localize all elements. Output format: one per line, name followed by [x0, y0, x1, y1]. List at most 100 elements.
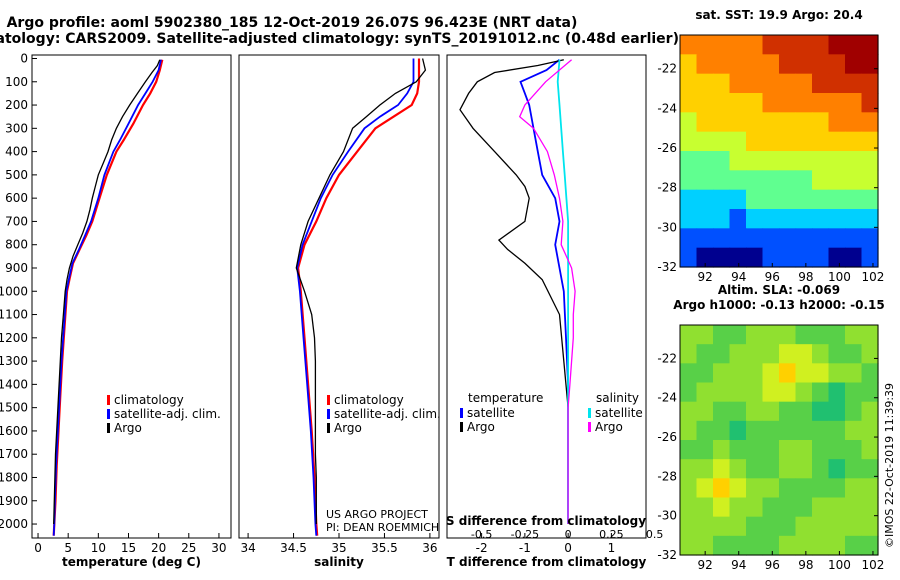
legend-label: satellite-adj. clim.	[114, 407, 221, 421]
heatmap-cell	[861, 516, 879, 537]
legend-label: Argo	[467, 420, 495, 434]
heatmap-cell	[845, 170, 863, 191]
x-tick-label: 5	[64, 541, 72, 555]
heatmap-cell	[696, 344, 714, 364]
heatmap-cell	[812, 228, 830, 249]
heatmap-cell	[713, 363, 731, 384]
heatmap-cell	[713, 535, 731, 556]
heatmap-cell	[746, 189, 764, 210]
heatmap-cell	[795, 209, 813, 229]
heatmap-cell	[828, 401, 846, 422]
heatmap-cell	[746, 344, 764, 364]
heatmap-cell	[680, 170, 698, 191]
heatmap-cell	[861, 382, 879, 403]
heatmap-cell	[680, 535, 698, 556]
map-x-tick-label: 96	[765, 270, 780, 284]
heatmap-cell	[680, 151, 698, 171]
heatmap-cell	[713, 35, 731, 55]
heatmap-cell	[713, 459, 731, 479]
map-y-tick-label: -30	[657, 220, 677, 234]
heatmap-cell	[812, 535, 830, 556]
heatmap-cell	[729, 382, 747, 403]
legend-swatch	[327, 423, 330, 433]
heatmap-cell	[696, 170, 714, 191]
series-line-t-satellite	[519, 58, 569, 524]
heatmap-cell	[729, 325, 747, 345]
heatmap-cell	[795, 516, 813, 537]
heatmap-cell	[680, 209, 698, 229]
heatmap-cell	[812, 382, 830, 403]
heatmap-cell	[828, 189, 846, 210]
heatmap-cell	[845, 151, 863, 171]
heatmap-cell	[729, 131, 747, 152]
legend-label: Argo	[114, 421, 142, 435]
heatmap-cell	[729, 112, 747, 133]
heatmap-cell	[762, 363, 780, 384]
heatmap-cell	[845, 535, 863, 556]
legend-label: satellite-adj. clim.	[334, 407, 441, 421]
heatmap-cell	[696, 478, 714, 499]
heatmap-cell	[812, 209, 830, 229]
heatmap-cell	[861, 35, 879, 55]
heatmap-cell	[779, 73, 797, 94]
difference-x-axis-label: T difference from climatology	[447, 555, 647, 569]
heatmap-cell	[779, 535, 797, 556]
heatmap-cell	[828, 382, 846, 403]
heatmap-cell	[762, 382, 780, 403]
heatmap-cell	[828, 131, 846, 152]
legend-swatch	[107, 395, 110, 405]
heatmap-cell	[696, 497, 714, 518]
s-tick-label: -0.5	[471, 528, 492, 541]
legend-swatch	[107, 409, 110, 419]
y-tick-label: 2000	[0, 517, 28, 531]
map-y-tick-label: -26	[657, 141, 677, 155]
heatmap-cell	[762, 35, 780, 55]
legend-swatch	[460, 422, 463, 432]
heatmap-cell	[845, 112, 863, 133]
heatmap-cell	[861, 189, 879, 210]
heatmap-cell	[795, 363, 813, 384]
heatmap-cell	[729, 401, 747, 422]
heatmap-cell	[812, 112, 830, 133]
heatmap-cell	[845, 382, 863, 403]
x-tick-label: 10	[91, 541, 106, 555]
sla-map-title-2: Argo h1000: -0.13 h2000: -0.15	[673, 298, 884, 312]
legend-label: satellite	[595, 406, 643, 420]
heatmap-cell	[746, 54, 764, 75]
heatmap-cell	[762, 189, 780, 210]
heatmap-cell	[812, 170, 830, 191]
heatmap-cell	[713, 54, 731, 75]
salinity-x-axis-label: salinity	[314, 555, 364, 569]
heatmap-cell	[696, 516, 714, 537]
series-line-argo	[295, 58, 427, 524]
map-x-tick-label: 94	[731, 270, 746, 284]
heatmap-cell	[845, 247, 863, 268]
heatmap-cell	[779, 382, 797, 403]
heatmap-cell	[812, 247, 830, 268]
heatmap-cell	[861, 440, 879, 460]
heatmap-cell	[729, 189, 747, 210]
heatmap-cell	[713, 401, 731, 422]
y-tick-label: 1200	[0, 331, 28, 345]
map-x-tick-label: 102	[862, 270, 885, 284]
difference-s-axis-label: S difference from climatology	[446, 514, 646, 528]
y-tick-label: 0	[20, 51, 28, 65]
heatmap-cell	[713, 344, 731, 364]
heatmap-cell	[729, 247, 747, 268]
heatmap-cell	[696, 440, 714, 460]
heatmap-cell	[746, 420, 764, 441]
heatmap-cell	[779, 420, 797, 441]
s-tick-label: 0.25	[599, 528, 624, 541]
heatmap-cell	[845, 325, 863, 345]
heatmap-cell	[779, 478, 797, 499]
heatmap-cell	[696, 131, 714, 152]
x-tick-label: 35	[331, 541, 346, 555]
heatmap-cell	[845, 497, 863, 518]
x-tick-label: 35.5	[371, 541, 398, 555]
heatmap-cell	[713, 247, 731, 268]
heatmap-cell	[680, 325, 698, 345]
sla-map-frame	[679, 324, 879, 556]
heatmap-cell	[762, 325, 780, 345]
heatmap-cell	[729, 93, 747, 113]
